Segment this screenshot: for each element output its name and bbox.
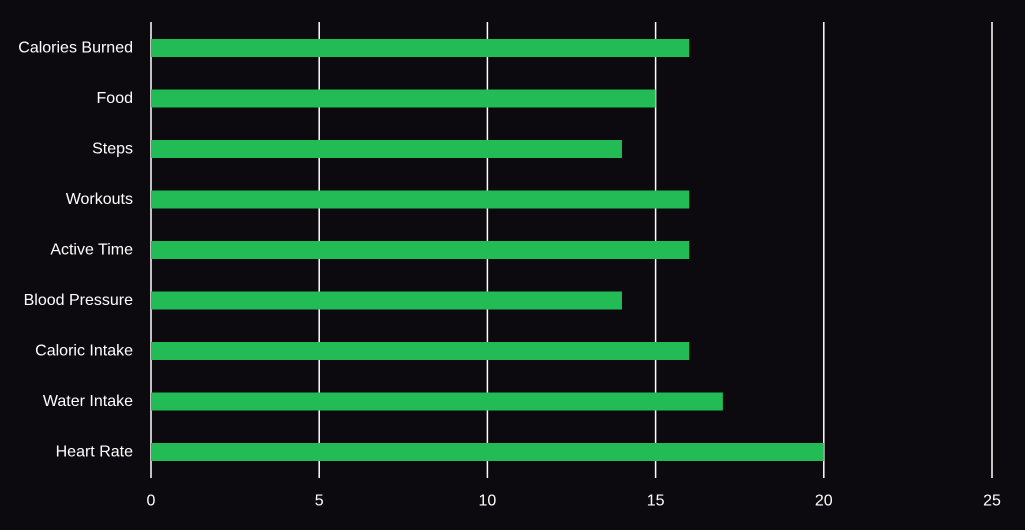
bar-blood-pressure <box>151 291 622 310</box>
x-tick-label-5: 5 <box>315 493 324 510</box>
category-label-blood-pressure: Blood Pressure <box>24 292 133 309</box>
category-label-calories-burned: Calories Burned <box>18 40 133 57</box>
bar-active-time <box>151 241 690 259</box>
x-tick-label-0: 0 <box>147 493 156 510</box>
bar-caloric-intake <box>151 342 690 360</box>
x-tick-label-15: 15 <box>647 493 665 510</box>
x-tick-labels: 0 5 10 15 20 25 <box>147 493 1001 510</box>
bar-workouts <box>151 190 690 209</box>
x-tick-label-25: 25 <box>983 493 1001 510</box>
bar-food <box>151 89 656 108</box>
bar-heart-rate <box>151 443 824 461</box>
category-label-food: Food <box>97 90 133 107</box>
category-label-water-intake: Water Intake <box>43 393 133 410</box>
bar-steps <box>151 140 622 158</box>
category-label-active-time: Active Time <box>50 242 133 259</box>
x-tick-label-20: 20 <box>815 493 833 510</box>
bars <box>151 39 824 461</box>
category-labels: Calories Burned Food Steps Workouts Active T… <box>18 40 133 461</box>
bar-water-intake <box>151 392 723 411</box>
category-label-steps: Steps <box>92 141 133 158</box>
bar-calories-burned <box>151 39 690 57</box>
category-label-heart-rate: Heart Rate <box>56 444 133 461</box>
x-tick-label-10: 10 <box>479 493 497 510</box>
category-label-caloric-intake: Caloric Intake <box>35 343 133 360</box>
category-label-workouts: Workouts <box>66 191 133 208</box>
